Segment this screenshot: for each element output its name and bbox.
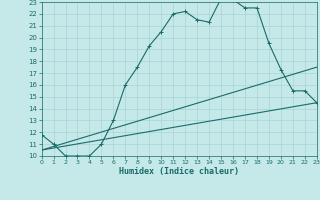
X-axis label: Humidex (Indice chaleur): Humidex (Indice chaleur) [119,167,239,176]
